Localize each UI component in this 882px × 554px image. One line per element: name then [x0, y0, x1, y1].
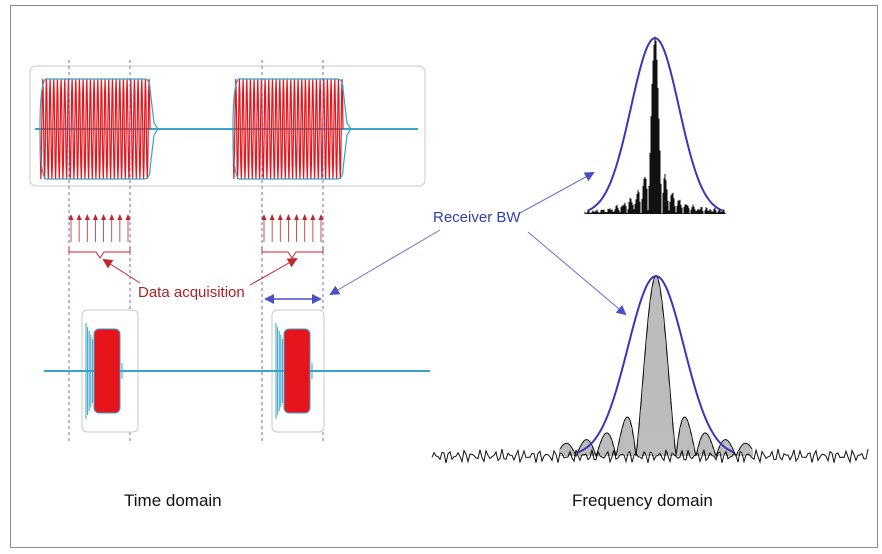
- sample-arrow-head: [101, 214, 106, 220]
- spectrum-lines: [585, 37, 725, 215]
- sample-arrow-head: [302, 214, 307, 220]
- data-acq-arrow-left: [104, 260, 140, 283]
- time-domain-caption: Time domain: [124, 491, 222, 511]
- spectrum-bottom: [432, 276, 868, 463]
- bw-arrow-to-spectrum-bottom: [528, 232, 625, 314]
- sample-arrow-head: [77, 214, 82, 220]
- bw-arrow-to-window: [331, 230, 440, 294]
- data-acquisition-label: Data acquisition: [138, 284, 245, 301]
- sample-arrow-head: [85, 214, 90, 220]
- sample-arrow-head: [278, 214, 283, 220]
- frequency-domain-caption: Frequency domain: [572, 491, 713, 511]
- data-acq-arrow-right: [250, 259, 296, 285]
- sample-arrow-head: [270, 214, 275, 220]
- pulse-oscillation: [233, 79, 343, 179]
- top-waveform-panel: [30, 66, 425, 186]
- sampling-arrows-1: [69, 214, 131, 242]
- bw-arrow-to-spectrum-top: [520, 173, 593, 213]
- receiver-bw-label: Receiver BW: [433, 209, 521, 226]
- bottom-waveform-panel: [44, 310, 430, 432]
- spectrum-top: [585, 37, 725, 215]
- sample-arrow-head: [286, 214, 291, 220]
- echo-body: [284, 329, 310, 413]
- sample-arrow-head: [294, 214, 299, 220]
- brace-2: [262, 247, 323, 258]
- sample-arrow-head: [93, 214, 98, 220]
- brace-1: [69, 247, 130, 258]
- sample-arrow-head: [117, 214, 122, 220]
- sampling-arrows-2: [262, 214, 324, 242]
- spectrum-lines: [560, 276, 752, 456]
- echo-body: [94, 329, 120, 413]
- sample-arrow-head: [310, 214, 315, 220]
- pulse-oscillation: [40, 79, 150, 179]
- sample-arrow-head: [109, 214, 114, 220]
